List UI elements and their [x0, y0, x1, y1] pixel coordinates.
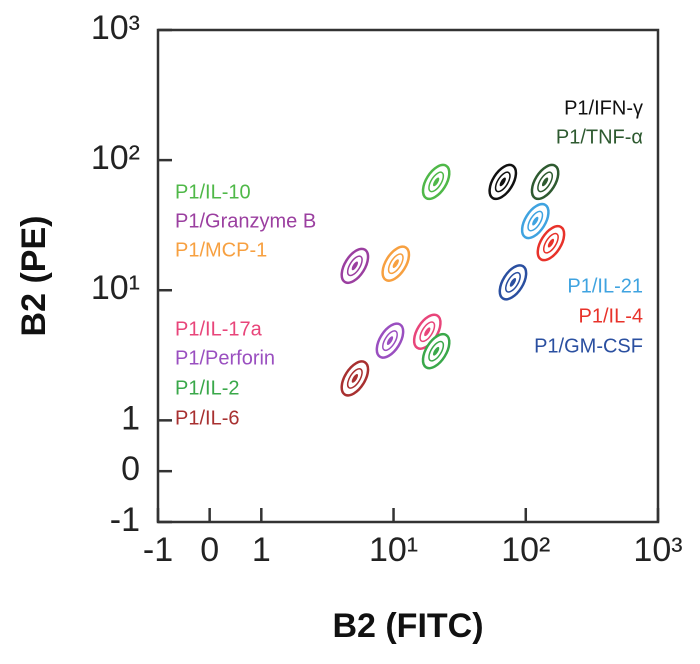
- x-tick-label: 10³: [633, 531, 682, 569]
- bead-population: [421, 332, 451, 370]
- population-inner: [346, 367, 363, 389]
- y-tick-label: 10²: [91, 139, 140, 177]
- bead-population: [530, 163, 560, 201]
- bead-population: [536, 224, 566, 262]
- population-label: P1/IL-2: [175, 377, 239, 399]
- x-tick-label: 1: [252, 531, 271, 569]
- population-inner: [346, 255, 363, 277]
- bead-population: [488, 163, 518, 201]
- population-core: [386, 336, 394, 345]
- population-core: [499, 177, 506, 187]
- population-core: [351, 261, 359, 271]
- x-axis-title: B2 (FITC): [332, 607, 483, 645]
- y-tick-label: 10³: [91, 9, 140, 47]
- x-tick-label: 10²: [501, 531, 550, 569]
- bead-population: [375, 322, 405, 359]
- population-inner: [504, 271, 521, 293]
- x-tick-label: -1: [143, 531, 173, 569]
- population-inner: [382, 330, 398, 352]
- x-tick-label: 10¹: [369, 531, 418, 569]
- population-label: P1/Granzyme B: [175, 210, 316, 232]
- y-tick-label: 10¹: [91, 269, 140, 307]
- population-inner: [494, 171, 511, 193]
- population-label: P1/GM-CSF: [534, 335, 643, 357]
- bead-population: [340, 360, 370, 397]
- y-axis-title: B2 (PE): [15, 216, 53, 337]
- x-tick-label: 0: [200, 531, 219, 569]
- population-label: P1/IL-10: [175, 181, 251, 203]
- population-inner: [419, 321, 436, 343]
- population-inner: [428, 340, 445, 362]
- population-label: P1/MCP-1: [175, 239, 267, 261]
- population-inner: [542, 232, 559, 254]
- population-label: P1/IL-17a: [175, 318, 263, 340]
- population-core: [532, 216, 539, 226]
- y-tick-label: 0: [121, 450, 140, 488]
- population-label: P1/IFN-γ: [564, 97, 643, 119]
- bead-population: [381, 245, 411, 282]
- plot-frame: [156, 28, 660, 524]
- population-inner: [527, 210, 544, 232]
- population-label: P1/IL-4: [579, 305, 643, 327]
- population-core: [351, 374, 359, 383]
- population-core: [541, 177, 549, 187]
- population-core: [509, 277, 517, 287]
- bead-population: [421, 163, 451, 201]
- population-label: P1/TNF-α: [556, 126, 643, 148]
- population-inner: [537, 171, 554, 193]
- population-label: P1/Perforin: [175, 347, 275, 369]
- population-inner: [387, 253, 404, 275]
- y-tick-label: 1: [121, 399, 140, 437]
- population-core: [392, 259, 399, 269]
- y-tick-label: -1: [110, 501, 140, 539]
- bead-population: [340, 247, 370, 285]
- population-label: P1/IL-6: [175, 407, 239, 429]
- population-core: [424, 327, 431, 337]
- population-core: [547, 238, 555, 248]
- population-core: [432, 177, 440, 187]
- population-label: P1/IL-21: [567, 275, 643, 297]
- bead-population: [520, 202, 550, 240]
- bead-population: [498, 264, 528, 301]
- population-inner: [428, 171, 445, 193]
- population-core: [432, 346, 440, 356]
